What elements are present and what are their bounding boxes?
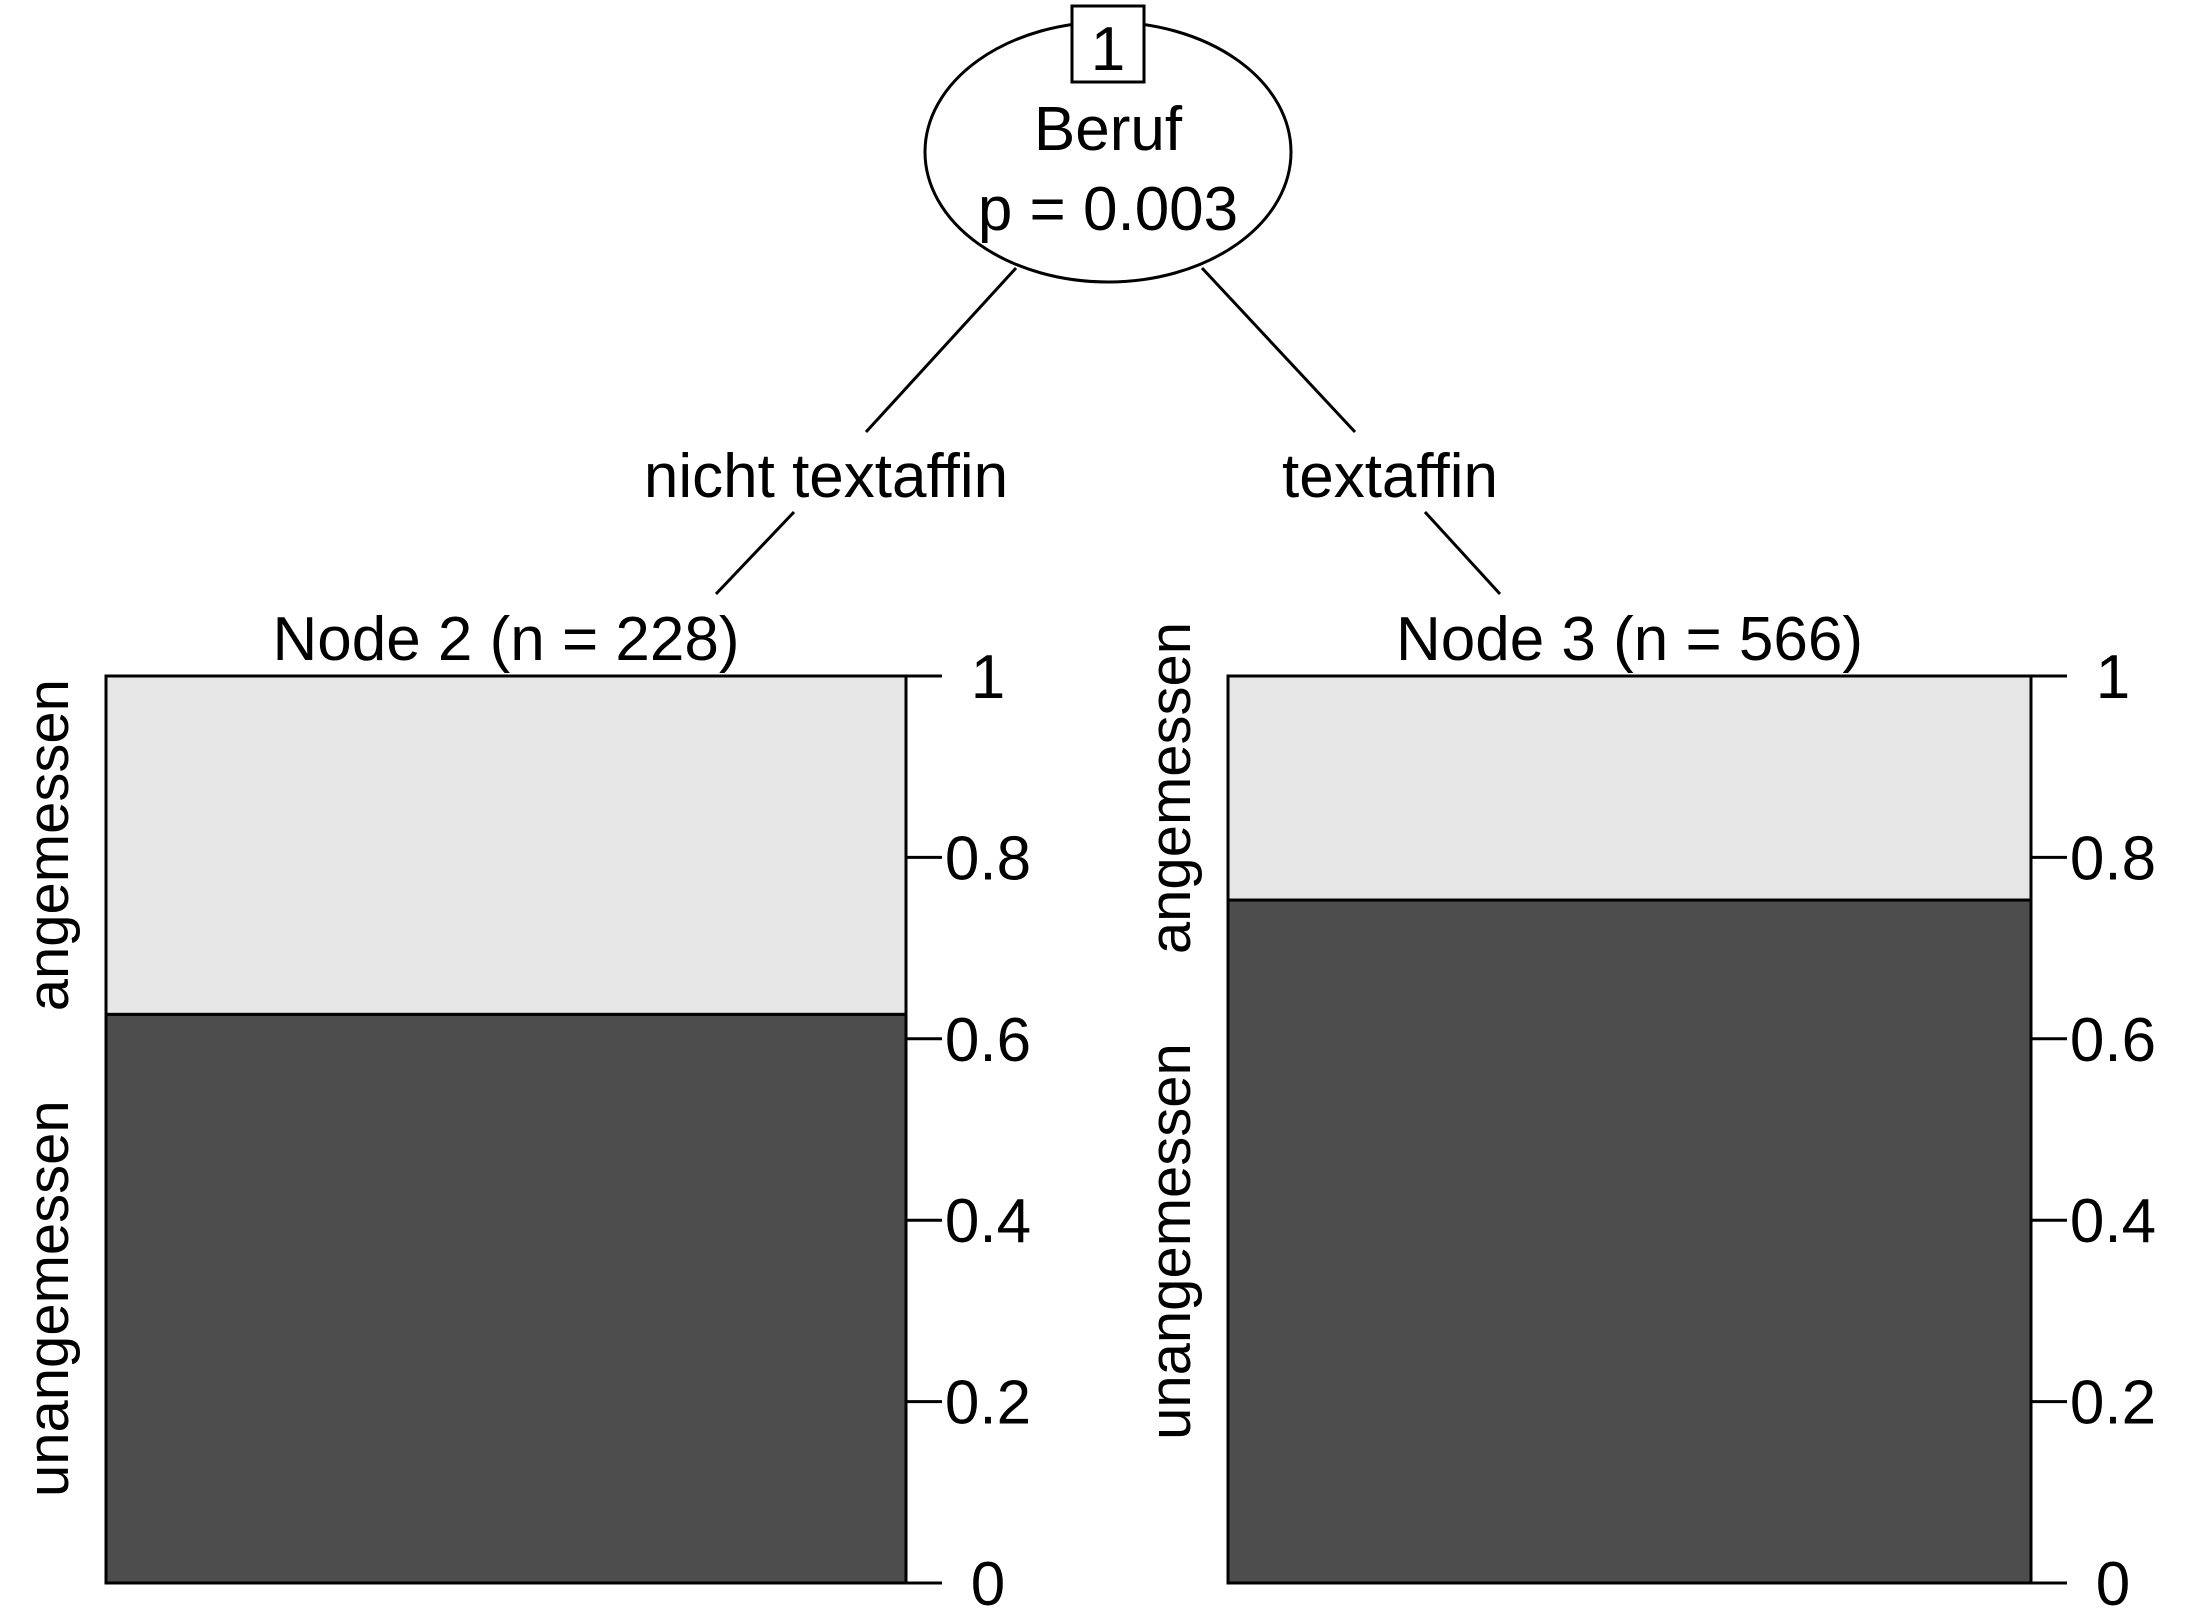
panel-1-y-tick-label: 1 — [971, 643, 1005, 712]
edge-label-left: nicht textaffin — [644, 442, 1008, 511]
panel-1-category-label-angemessen: angemessen — [16, 679, 81, 1011]
panel-1-bar-unangemessen — [104, 1012, 908, 1585]
edge-right-lower — [1423, 510, 1502, 596]
edge-right-upper — [1200, 266, 1357, 434]
panel-1-category-label-unangemessen: unangemessen — [16, 1100, 81, 1497]
panel-1-y-tick-label: 0.8 — [945, 824, 1031, 893]
edge-left-upper — [864, 266, 1018, 434]
panel-2-category-label-unangemessen: unangemessen — [1138, 1043, 1203, 1440]
terminal-node-panels: unangemessen angemessen Node 2 (n = 228) 0 0… — [16, 605, 2156, 1616]
panel-1-y-tick-label: 0.2 — [945, 1369, 1031, 1438]
edge-label-right: textaffin — [1282, 442, 1498, 511]
root-node-variable: Beruf — [1034, 95, 1183, 164]
panel-2-y-tick-label: 0 — [2096, 1550, 2130, 1616]
panel-1-y-tick-label: 0 — [971, 1550, 1005, 1616]
panel-1-title: Node 2 (n = 228) — [272, 605, 739, 674]
panel-2-y-tick-label: 0.8 — [2070, 824, 2156, 893]
root-node: 1 Beruf p = 0.003 — [923, 4, 1293, 284]
panel-1-y-tick-label: 0.6 — [945, 1006, 1031, 1075]
panel-2-y-tick-label: 0.6 — [2070, 1006, 2156, 1075]
tree-edges: nicht textaffin textaffin — [644, 266, 1502, 596]
panel-2-bar-unangemessen — [1226, 898, 2033, 1585]
edge-left-lower — [714, 510, 796, 596]
panel-2-title: Node 3 (n = 566) — [1396, 605, 1863, 674]
panel-1-bar-angemessen — [104, 674, 908, 1016]
panel-2-y-tick-label: 0.4 — [2070, 1187, 2156, 1256]
panel-2-y-tick-label: 0.2 — [2070, 1369, 2156, 1438]
panel-2-bar-angemessen — [1226, 674, 2033, 902]
panel-1-y-tick-label: 0.4 — [945, 1187, 1031, 1256]
root-node-pvalue: p = 0.003 — [978, 175, 1238, 244]
root-node-id: 1 — [1091, 15, 1125, 84]
root-node-id-box — [1070, 4, 1146, 84]
panel-2-category-label-angemessen: angemessen — [1138, 622, 1203, 954]
panel-2-y-tick-label: 1 — [2096, 643, 2130, 712]
